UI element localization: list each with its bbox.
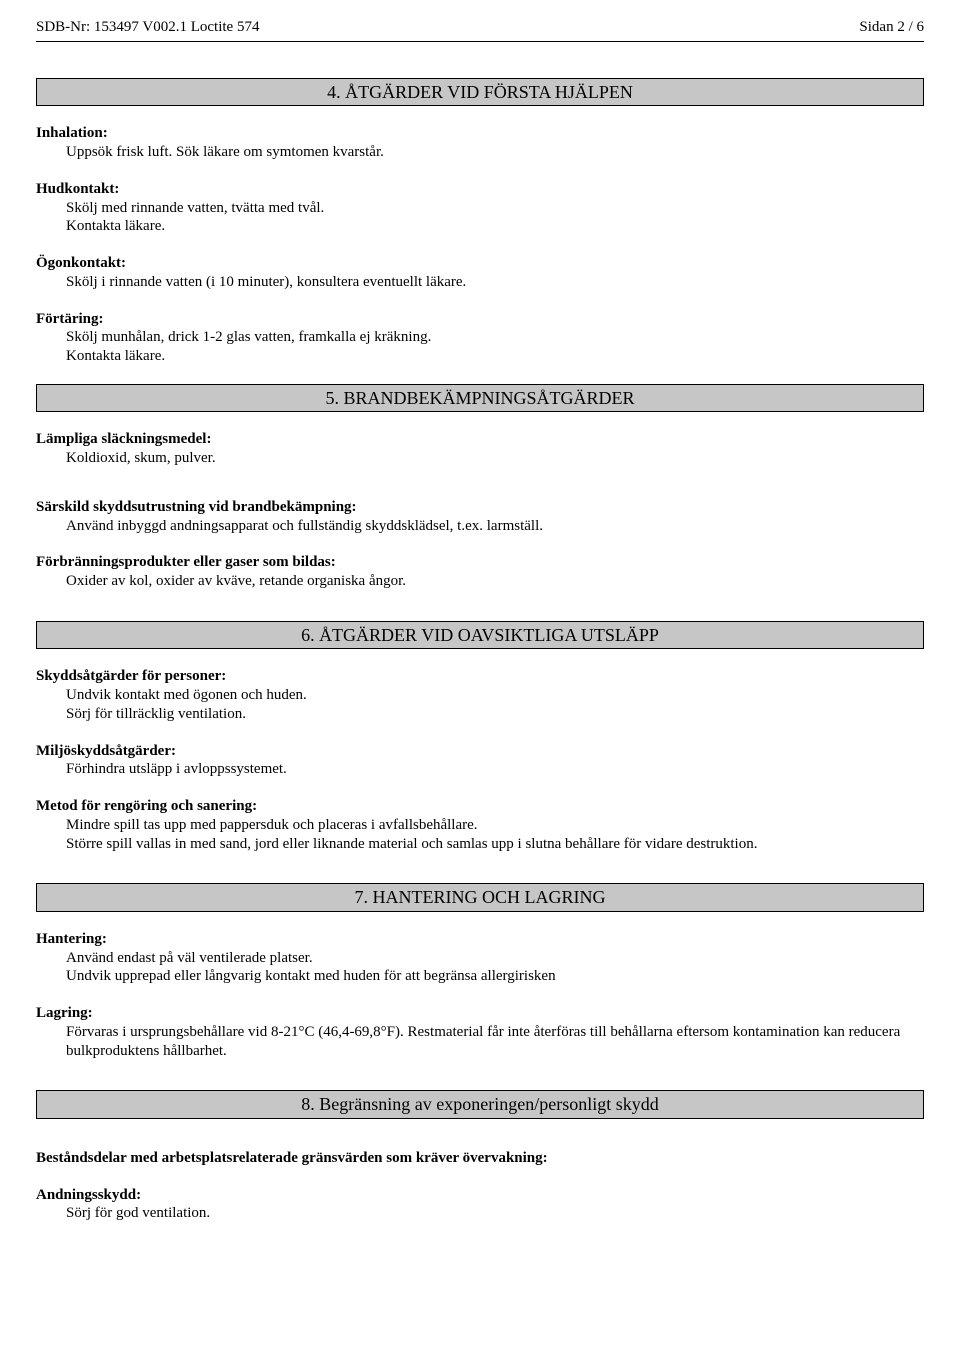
ingestion-block: Förtäring: Skölj munhålan, drick 1-2 gla… [36, 310, 924, 366]
extinguish-text: Koldioxid, skum, pulver. [36, 449, 924, 468]
skin-label: Hudkontakt: [36, 180, 924, 199]
cleanup-block: Metod för rengöring och sanering: Mindre… [36, 797, 924, 853]
eye-block: Ögonkontakt: Skölj i rinnande vatten (i … [36, 254, 924, 292]
handling-block: Hantering: Använd endast på väl ventiler… [36, 930, 924, 986]
env-protection-block: Miljöskyddsåtgärder: Förhindra utsläpp i… [36, 742, 924, 780]
personal-protection-text-2: Sörj för tillräcklig ventilation. [36, 705, 924, 724]
spacer [36, 609, 924, 621]
extinguish-label: Lämpliga släckningsmedel: [36, 430, 924, 449]
skin-text-1: Skölj med rinnande vatten, tvätta med tv… [36, 199, 924, 218]
cleanup-label: Metod för rengöring och sanering: [36, 797, 924, 816]
ingestion-label: Förtäring: [36, 310, 924, 329]
personal-protection-label: Skyddsåtgärder för personer: [36, 667, 924, 686]
inhalation-block: Inhalation: Uppsök frisk luft. Sök läkar… [36, 124, 924, 162]
components-label: Beståndsdelar med arbetsplatsrelaterade … [36, 1149, 924, 1168]
section-6-heading: 6. ÅTGÄRDER VID OAVSIKTLIGA UTSLÄPP [36, 621, 924, 650]
fire-equipment-text: Använd inbyggd andningsapparat och fulls… [36, 517, 924, 536]
combustion-label: Förbränningsprodukter eller gaser som bi… [36, 553, 924, 572]
personal-protection-text-1: Undvik kontakt med ögonen och huden. [36, 686, 924, 705]
spacer [36, 1137, 924, 1149]
env-protection-text: Förhindra utsläpp i avloppssystemet. [36, 760, 924, 779]
respiratory-block: Andningsskydd: Sörj för god ventilation. [36, 1186, 924, 1224]
storage-block: Lagring: Förvaras i ursprungsbehållare v… [36, 1004, 924, 1060]
respiratory-label: Andningsskydd: [36, 1186, 924, 1205]
page-header: SDB-Nr: 153497 V002.1 Loctite 574 Sidan … [36, 18, 924, 37]
skin-text-2: Kontakta läkare. [36, 217, 924, 236]
eye-text: Skölj i rinnande vatten (i 10 minuter), … [36, 273, 924, 292]
ingestion-text-1: Skölj munhålan, drick 1-2 glas vatten, f… [36, 328, 924, 347]
fire-equipment-block: Särskild skyddsutrustning vid brandbekäm… [36, 498, 924, 536]
section-8-heading: 8. Begränsning av exponeringen/personlig… [36, 1090, 924, 1119]
header-rule [36, 41, 924, 42]
respiratory-text: Sörj för god ventilation. [36, 1204, 924, 1223]
components-block: Beståndsdelar med arbetsplatsrelaterade … [36, 1149, 924, 1168]
handling-text-2: Undvik upprepad eller långvarig kontakt … [36, 967, 924, 986]
section-7-heading: 7. HANTERING OCH LAGRING [36, 883, 924, 912]
section-4-heading: 4. ÅTGÄRDER VID FÖRSTA HJÄLPEN [36, 78, 924, 107]
eye-label: Ögonkontakt: [36, 254, 924, 273]
header-right: Sidan 2 / 6 [859, 18, 924, 37]
storage-label: Lagring: [36, 1004, 924, 1023]
spacer [36, 1078, 924, 1090]
inhalation-label: Inhalation: [36, 124, 924, 143]
env-protection-label: Miljöskyddsåtgärder: [36, 742, 924, 761]
handling-label: Hantering: [36, 930, 924, 949]
cleanup-text-2: Större spill vallas in med sand, jord el… [36, 835, 924, 854]
personal-protection-block: Skyddsåtgärder för personer: Undvik kont… [36, 667, 924, 723]
section-5-heading: 5. BRANDBEKÄMPNINGSÅTGÄRDER [36, 384, 924, 413]
spacer [36, 486, 924, 498]
ingestion-text-2: Kontakta läkare. [36, 347, 924, 366]
combustion-block: Förbränningsprodukter eller gaser som bi… [36, 553, 924, 591]
handling-text-1: Använd endast på väl ventilerade platser… [36, 949, 924, 968]
storage-text: Förvaras i ursprungsbehållare vid 8-21°C… [36, 1023, 924, 1061]
fire-equipment-label: Särskild skyddsutrustning vid brandbekäm… [36, 498, 924, 517]
header-left: SDB-Nr: 153497 V002.1 Loctite 574 [36, 18, 259, 37]
cleanup-text-1: Mindre spill tas upp med pappersduk och … [36, 816, 924, 835]
extinguish-block: Lämpliga släckningsmedel: Koldioxid, sku… [36, 430, 924, 468]
inhalation-text: Uppsök frisk luft. Sök läkare om symtome… [36, 143, 924, 162]
skin-block: Hudkontakt: Skölj med rinnande vatten, t… [36, 180, 924, 236]
spacer [36, 871, 924, 883]
combustion-text: Oxider av kol, oxider av kväve, retande … [36, 572, 924, 591]
